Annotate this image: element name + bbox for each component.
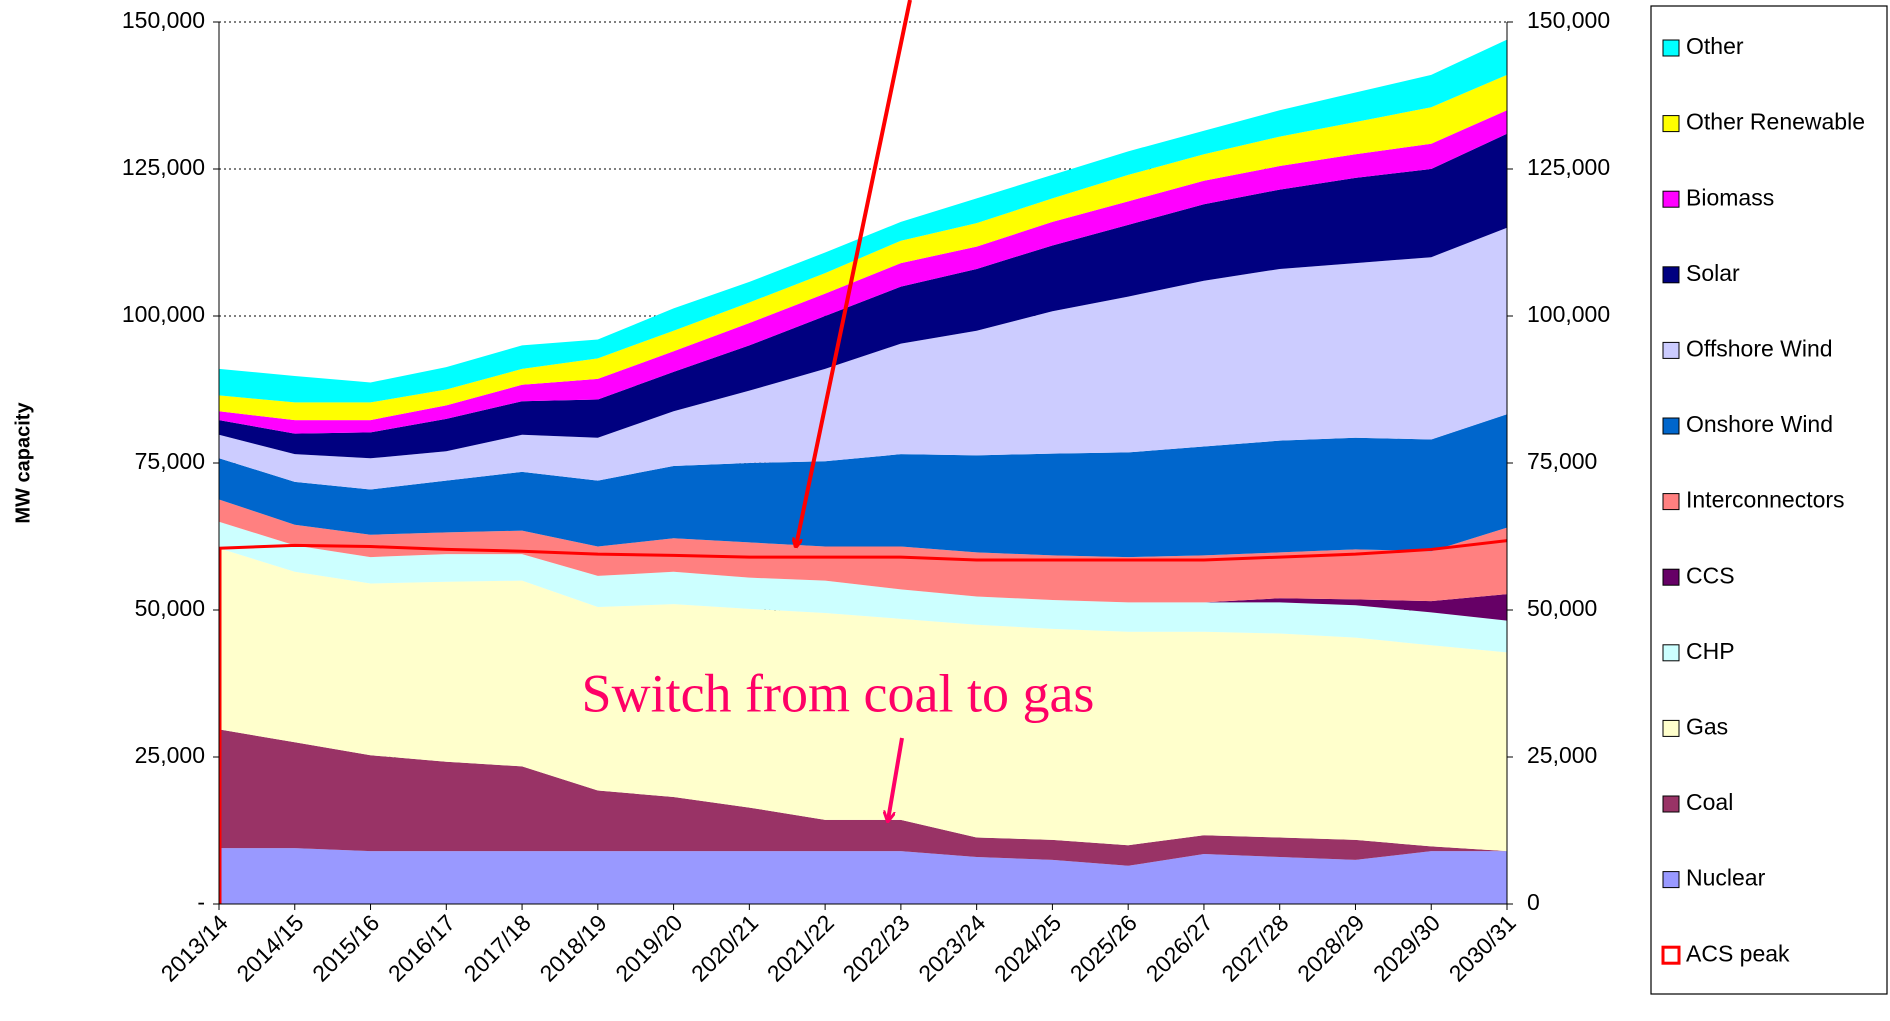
y-tick-label: 125,000	[122, 154, 205, 180]
y2-tick-label: 100,000	[1527, 301, 1610, 327]
x-tick-label: 2017/18	[459, 909, 536, 986]
area	[219, 110, 1507, 434]
x-tick-label: 2030/31	[1444, 909, 1521, 986]
legend-swatch	[1662, 795, 1680, 813]
x-tick-label: 2028/29	[1292, 909, 1369, 986]
legend-swatch	[1662, 644, 1680, 662]
legend-swatch	[1662, 568, 1680, 586]
y-tick-label: 25,000	[135, 742, 205, 768]
legend-swatch	[1662, 493, 1680, 511]
x-tick-label: 2029/30	[1368, 909, 1445, 986]
y2-tick-label: 125,000	[1527, 154, 1610, 180]
x-tick-label: 2022/23	[838, 909, 915, 986]
legend-label: CCS	[1686, 562, 1735, 588]
area	[219, 414, 1507, 558]
legend-swatch	[1662, 39, 1680, 57]
y-axis-label: MW capacity	[12, 402, 34, 524]
x-tick-label: 2016/17	[383, 909, 460, 986]
legend-swatch	[1662, 266, 1680, 284]
area	[219, 133, 1507, 459]
legend-label: Biomass	[1686, 184, 1774, 210]
x-tick-label: 2025/26	[1065, 909, 1142, 986]
legend-box	[1650, 5, 1888, 995]
area	[219, 848, 1507, 904]
legend-label: Other Renewable	[1686, 109, 1865, 135]
x-tick-label: 2019/20	[610, 909, 687, 986]
peak-line	[218, 539, 1508, 562]
annotation: Switch from coal to gas	[582, 663, 1095, 723]
y2-tick-label: 150,000	[1527, 7, 1610, 33]
x-tick-label: 2026/27	[1141, 909, 1218, 986]
legend-swatch	[1662, 190, 1680, 208]
y-tick-label: -	[197, 889, 205, 915]
legend-label: Other	[1686, 33, 1744, 59]
x-tick-label: 2015/16	[307, 909, 384, 986]
y-tick-label: 50,000	[135, 595, 205, 621]
legend-label: CHP	[1686, 638, 1735, 664]
area	[219, 521, 1507, 653]
y2-tick-label: 50,000	[1527, 595, 1597, 621]
x-tick-label: 2020/21	[686, 909, 763, 986]
legend-label: Nuclear	[1686, 865, 1766, 891]
legend-label: Coal	[1686, 789, 1733, 815]
x-tick-label: 2013/14	[156, 909, 233, 986]
area	[219, 74, 1507, 421]
legend: Other Other Renewable Biomass Solar Offshore…	[1661, 33, 1865, 966]
x-tick-label: 2023/24	[913, 909, 990, 986]
y2-tick-label: 25,000	[1527, 742, 1597, 768]
area	[219, 499, 1507, 603]
legend-label: Gas	[1686, 713, 1728, 739]
x-tick-label: 2018/19	[534, 909, 611, 986]
y2-tick-label: 75,000	[1527, 448, 1597, 474]
legend-swatch	[1662, 871, 1680, 889]
y-tick-label: 150,000	[122, 7, 205, 33]
x-tick-label: 2014/15	[231, 909, 308, 986]
legend-swatch	[1662, 341, 1680, 359]
legend-label: Solar	[1686, 260, 1740, 286]
legend-label: ACS peak	[1686, 940, 1790, 966]
area	[219, 729, 1507, 866]
x-tick-label: 2024/25	[989, 909, 1066, 986]
y-tick-label: 75,000	[135, 448, 205, 474]
y-tick-label: 100,000	[122, 301, 205, 327]
x-tick-label: 2027/28	[1216, 909, 1293, 986]
area	[219, 548, 1507, 852]
y2-tick-label: 0	[1527, 889, 1540, 915]
arrow	[888, 737, 904, 820]
legend-label: Onshore Wind	[1686, 411, 1833, 437]
area	[219, 227, 1507, 490]
legend-label: Interconnectors	[1686, 487, 1845, 513]
legend-swatch	[1662, 417, 1680, 435]
legend-swatch	[1661, 945, 1681, 965]
legend-swatch	[1662, 719, 1680, 737]
legend-swatch	[1662, 115, 1680, 133]
legend-label: Offshore Wind	[1686, 335, 1833, 361]
arrow	[796, 0, 912, 546]
x-tick-label: 2021/22	[762, 909, 839, 986]
areas	[218, 39, 1508, 904]
